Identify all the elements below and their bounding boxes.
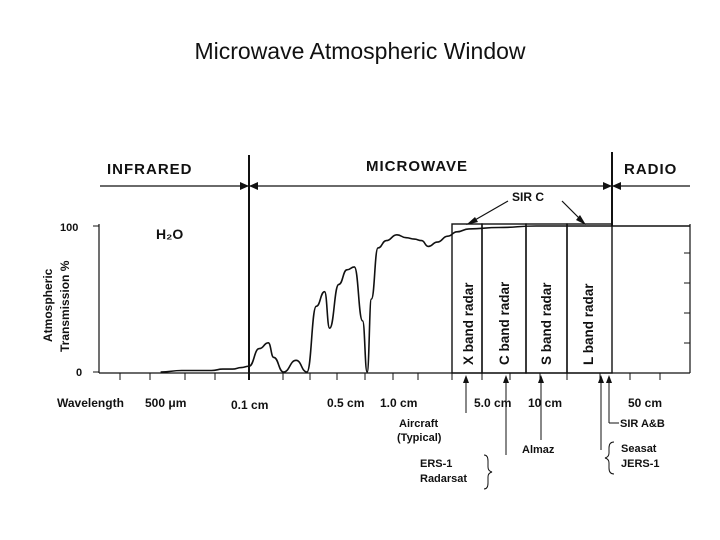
transmission-curve — [160, 225, 691, 373]
region-arrowhead — [240, 182, 249, 190]
band-label-x: X band radar — [461, 282, 476, 365]
almaz-arrowhead — [538, 375, 544, 383]
x-tick-label: 0.1 cm — [231, 398, 268, 412]
region-label-radio: RADIO — [624, 161, 677, 178]
region-label-microwave: MICROWAVE — [366, 158, 468, 175]
band-label-l: L band radar — [581, 283, 596, 365]
radarsat-label: Radarsat — [420, 473, 467, 485]
region-arrowhead — [603, 182, 612, 190]
y-tick-label-100: 100 — [60, 222, 78, 234]
almaz-label: Almaz — [522, 444, 555, 456]
x-tick-label: 5.0 cm — [474, 396, 511, 410]
page-title: Microwave Atmospheric Window — [194, 38, 526, 64]
y-tick-label-0: 0 — [76, 367, 82, 379]
x-tick-label: 0.5 cm — [327, 396, 364, 410]
seasat-jers1-brace — [604, 441, 615, 475]
sir-ab-arrowhead — [606, 375, 612, 383]
region-arrowhead — [612, 182, 621, 190]
ers1-arrowhead — [503, 375, 509, 383]
sir-ab-label: SIR A&B — [620, 418, 665, 430]
x-tick-label: 500 μm — [145, 396, 186, 410]
y-axis-label-line1: Atmospheric — [41, 268, 55, 342]
ers1-label: ERS-1 — [420, 458, 452, 470]
aircraft-label-typical: (Typical) — [397, 432, 442, 444]
x-tick-marks — [119, 373, 661, 380]
l-band-box — [566, 223, 613, 374]
band-label-c: C band radar — [497, 281, 512, 365]
y-axis-label-line2: Transmission % — [58, 260, 72, 352]
seasat-label: Seasat — [621, 443, 657, 455]
band-label-s: S band radar — [539, 282, 554, 365]
region-label-infrared: INFRARED — [107, 161, 193, 178]
sir-c-arrowhead — [466, 217, 478, 225]
ers1-radarsat-brace — [483, 454, 493, 490]
aircraft-label: Aircraft — [399, 418, 438, 430]
x-tick-label: 50 cm — [628, 396, 662, 410]
sir-c-label: SIR C — [512, 190, 544, 204]
x-tick-label: 10 cm — [528, 396, 562, 410]
right-frame-ticks — [684, 252, 690, 344]
region-arrowhead — [249, 182, 258, 190]
x-axis-prefix: Wavelength — [57, 396, 124, 410]
x-tick-label: 1.0 cm — [380, 396, 417, 410]
sir-c-arrowhead — [576, 215, 586, 225]
h2o-label: H₂O — [156, 226, 183, 242]
seasat-arrowhead — [598, 375, 604, 383]
jers1-label: JERS-1 — [621, 458, 660, 470]
aircraft-arrowhead — [463, 375, 469, 383]
